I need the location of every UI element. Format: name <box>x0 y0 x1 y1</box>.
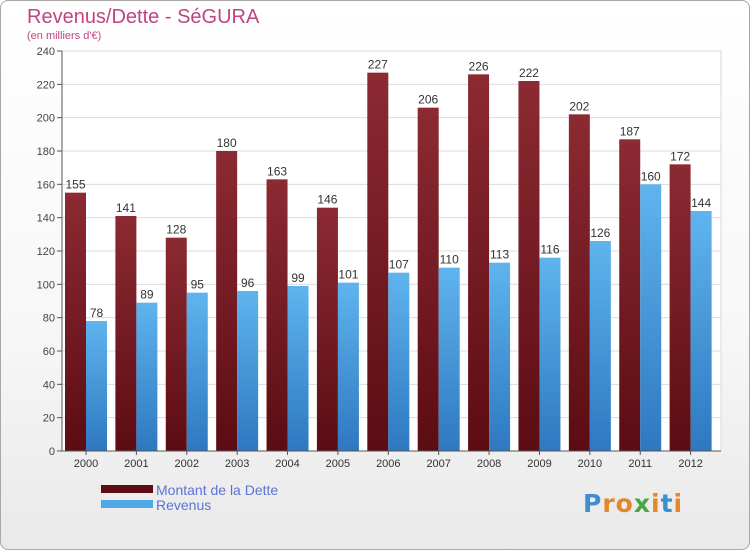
data-label-debt: 172 <box>670 149 690 163</box>
y-tick-label: 100 <box>37 279 55 291</box>
x-tick-label: 2006 <box>376 458 400 470</box>
y-tick-label: 220 <box>37 79 55 91</box>
y-tick-label: 60 <box>43 346 55 358</box>
data-label-revenue: 144 <box>691 196 711 210</box>
bar-revenue <box>136 302 158 451</box>
data-label-revenue: 101 <box>338 268 358 282</box>
y-tick-label: 200 <box>37 113 55 125</box>
logo-letter: r <box>602 489 616 518</box>
x-tick-label: 2001 <box>124 458 148 470</box>
x-tick-label: 2009 <box>527 458 551 470</box>
data-label-debt: 227 <box>368 58 388 72</box>
y-tick-label: 40 <box>43 379 55 391</box>
x-tick-label: 2005 <box>326 458 350 470</box>
chart-subtitle: (en milliers d'€) <box>27 30 102 42</box>
bar-debt <box>568 114 590 451</box>
x-tick-label: 2010 <box>578 458 602 470</box>
x-tick-label: 2008 <box>477 458 501 470</box>
data-label-revenue: 113 <box>490 248 509 262</box>
x-tick-label: 2012 <box>678 458 702 470</box>
bar-revenue <box>86 321 107 451</box>
bar-revenue <box>640 184 662 452</box>
data-label-revenue: 116 <box>540 243 559 257</box>
bar-debt <box>367 72 389 452</box>
logo-letter: i <box>651 489 661 518</box>
y-tick-label: 180 <box>37 146 55 158</box>
y-tick-label: 20 <box>43 413 55 425</box>
bar-revenue <box>438 267 460 451</box>
data-label-debt: 141 <box>116 201 136 215</box>
data-label-revenue: 110 <box>440 253 459 267</box>
legend-swatch-revenue <box>101 500 153 508</box>
y-tick-label: 140 <box>37 213 55 225</box>
x-tick-label: 2002 <box>175 458 199 470</box>
x-tick-label: 2004 <box>275 458 299 470</box>
bar-debt <box>468 74 490 451</box>
bar-revenue <box>489 262 511 451</box>
data-label-revenue: 126 <box>590 226 610 240</box>
data-label-debt: 222 <box>519 66 539 80</box>
data-label-debt: 206 <box>418 93 438 107</box>
data-label-revenue: 99 <box>291 271 305 285</box>
data-label-revenue: 107 <box>389 258 409 272</box>
data-label-revenue: 89 <box>140 288 154 302</box>
x-tick-label: 2007 <box>426 458 450 470</box>
data-label-debt: 128 <box>166 223 186 237</box>
logo-letter: t <box>660 489 674 518</box>
legend-label-debt: Montant de la Dette <box>156 482 279 498</box>
bar-debt <box>216 151 238 451</box>
bar-revenue <box>690 211 712 451</box>
data-label-debt: 180 <box>217 136 237 150</box>
bar-revenue <box>337 282 359 451</box>
bar-debt <box>266 179 288 452</box>
data-label-debt: 226 <box>469 59 489 73</box>
bar-revenue <box>237 291 259 451</box>
y-tick-label: 0 <box>49 446 55 458</box>
x-tick-label: 2003 <box>225 458 249 470</box>
bar-revenue <box>539 257 561 451</box>
data-label-revenue: 95 <box>191 278 205 292</box>
bar-debt <box>518 81 540 451</box>
bar-debt <box>619 139 641 452</box>
bar-revenue <box>388 272 410 451</box>
bar-debt <box>115 216 137 451</box>
bar-debt <box>669 164 691 452</box>
bar-debt <box>316 207 338 451</box>
legend-swatch-debt <box>101 485 153 493</box>
legend-label-revenue: Revenus <box>156 497 212 513</box>
bar-debt <box>65 192 86 451</box>
x-tick-label: 2011 <box>628 458 652 470</box>
y-tick-label: 120 <box>37 246 55 258</box>
bar-revenue <box>589 241 611 451</box>
data-label-debt: 187 <box>620 124 640 138</box>
data-label-revenue: 96 <box>241 276 255 290</box>
y-tick-label: 160 <box>37 179 55 191</box>
proxiti-logo: Proxiti <box>583 489 683 518</box>
y-tick-label: 240 <box>37 46 55 58</box>
data-label-debt: 155 <box>65 178 85 192</box>
bar-debt <box>165 237 187 451</box>
x-tick-label: 2000 <box>74 458 98 470</box>
logo-letter: x <box>633 489 651 518</box>
bar-debt <box>417 107 439 452</box>
chart-title: Revenus/Dette - SéGURA <box>27 6 260 28</box>
data-label-debt: 202 <box>569 99 589 113</box>
y-tick-label: 80 <box>43 313 55 325</box>
data-label-revenue: 160 <box>641 169 661 183</box>
bar-revenue <box>287 286 309 451</box>
bar-revenue <box>186 292 208 451</box>
logo-letter: o <box>615 489 634 518</box>
data-label-debt: 146 <box>317 193 337 207</box>
logo-letter: i <box>673 489 684 518</box>
data-label-revenue: 78 <box>90 306 104 320</box>
data-label-debt: 163 <box>267 164 287 178</box>
logo-letter: P <box>583 489 603 518</box>
